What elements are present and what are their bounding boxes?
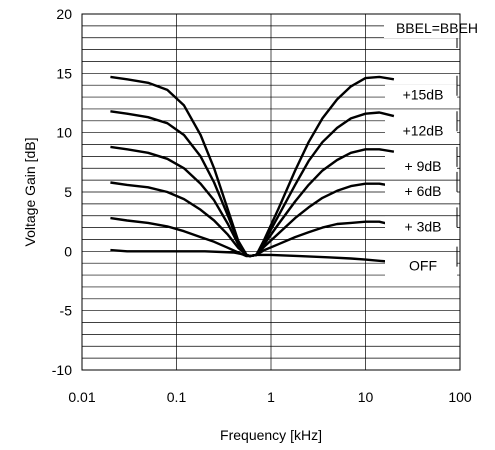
series-labels: BBEL=BBEH +15dB +12dB + 9dB + 6dB + 3dB OFF xyxy=(384,18,486,276)
x-tick-label: 0.01 xyxy=(68,389,95,405)
y-tick-label: -5 xyxy=(60,303,73,319)
x-axis-label: Frequency [kHz] xyxy=(220,427,322,443)
legend-header: BBEL=BBEH xyxy=(396,20,478,36)
series-label-box xyxy=(385,216,457,237)
series-label: + 9dB xyxy=(405,158,442,174)
series-line xyxy=(110,248,394,264)
plot-frame xyxy=(81,13,461,371)
x-tick-label: 1 xyxy=(267,389,275,405)
series-label: +12dB xyxy=(403,122,444,138)
y-tick-label: 10 xyxy=(56,125,72,141)
series-label: +15dB xyxy=(403,87,444,103)
y-axis-label: Voltage Gain [dB] xyxy=(22,138,38,247)
series-label-box xyxy=(385,155,457,176)
series-line xyxy=(110,75,395,258)
series-label: OFF xyxy=(409,258,437,274)
x-tick-label: 10 xyxy=(358,389,374,405)
y-tick-label: 5 xyxy=(64,184,72,200)
series-lines xyxy=(110,75,395,264)
series-label-box xyxy=(385,120,457,141)
tick-labels: -10 -5 0 5 10 15 20 0.01 0.1 1 10 100 xyxy=(52,6,472,405)
x-tick-label: 0.1 xyxy=(167,389,187,405)
x-tick-label: 100 xyxy=(448,389,472,405)
series-label-box xyxy=(385,84,457,105)
y-tick-label: 15 xyxy=(56,65,72,81)
y-tick-label: -10 xyxy=(52,362,72,378)
y-tick-label: 0 xyxy=(64,243,72,259)
series-label-box xyxy=(385,255,457,276)
series-label: + 6dB xyxy=(405,183,442,199)
series-label: + 3dB xyxy=(405,218,442,234)
y-tick-label: 20 xyxy=(56,6,72,22)
series-label-box xyxy=(385,180,457,201)
series-line xyxy=(110,110,395,258)
series-line xyxy=(110,181,395,258)
